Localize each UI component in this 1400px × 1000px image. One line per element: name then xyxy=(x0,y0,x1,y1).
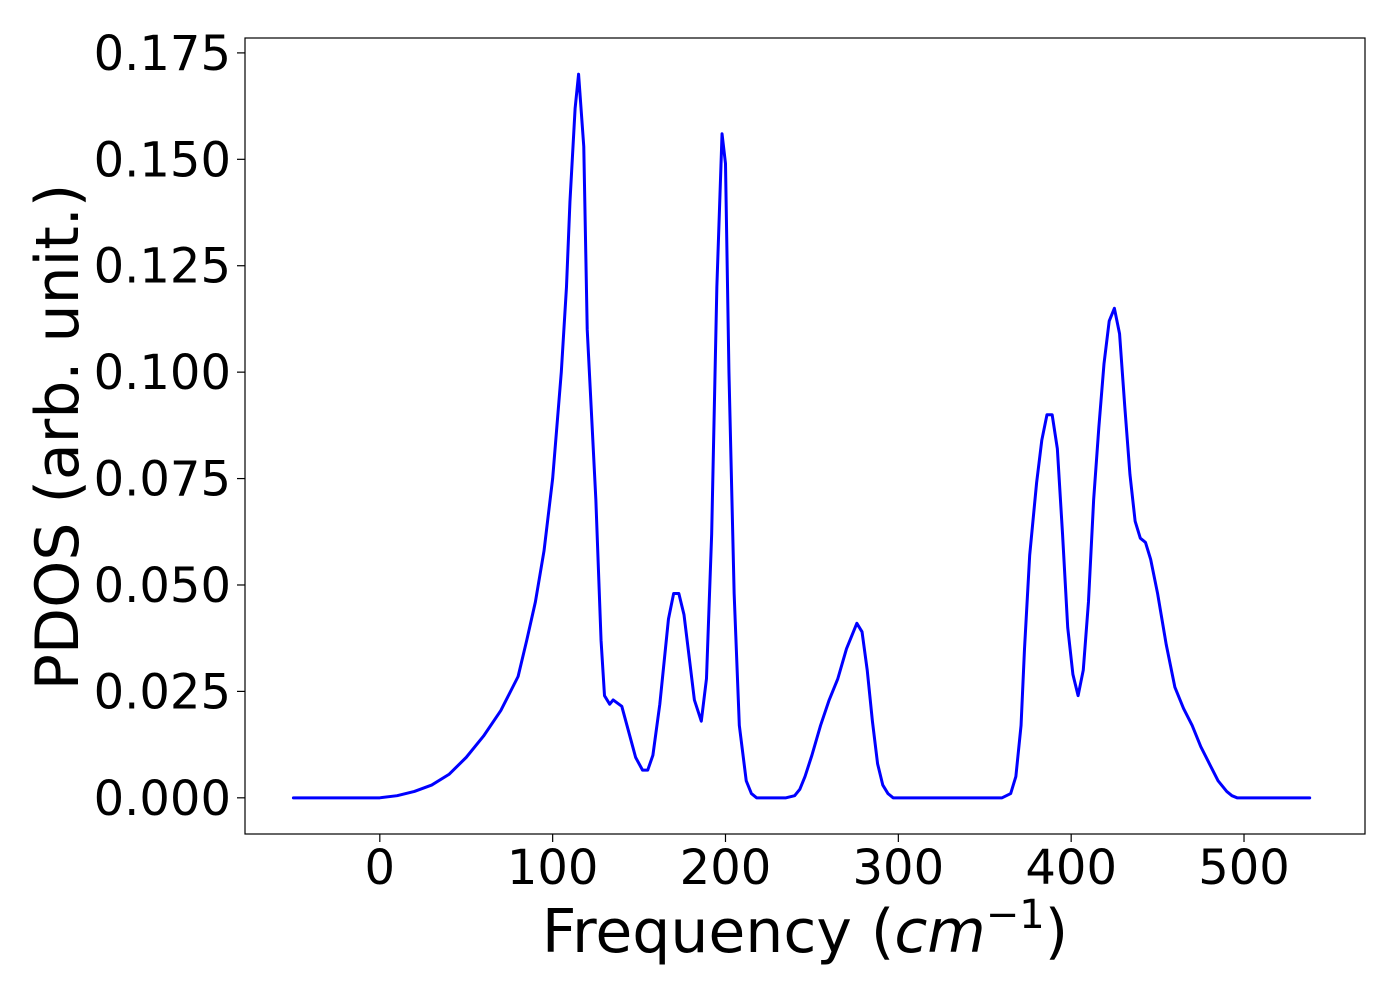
plot-area xyxy=(245,38,1365,834)
y-axis-label: PDOS (arb. unit.) xyxy=(23,184,93,691)
x-tick-label: 400 xyxy=(1025,840,1117,896)
x-axis: 0 100 200 300 400 500 xyxy=(365,834,1290,896)
series-line-0 xyxy=(291,72,1312,800)
y-axis: 0.000 0.025 0.050 0.075 0.100 0.125 0.150 0.175 xyxy=(94,26,245,827)
plot-frame xyxy=(244,37,1366,835)
x-tick-label: 300 xyxy=(853,840,945,896)
x-tick-label: 100 xyxy=(507,840,599,896)
y-tick-label: 0.075 xyxy=(94,452,231,508)
x-tick-label: 0 xyxy=(365,840,396,896)
y-tick-label: 0.150 xyxy=(94,132,231,188)
x-tick-label: 200 xyxy=(680,840,772,896)
y-tick-label: 0.100 xyxy=(94,345,231,401)
y-tick-label: 0.125 xyxy=(94,239,231,295)
y-tick-label: 0.050 xyxy=(94,558,231,614)
y-tick-label: 0.175 xyxy=(94,26,231,82)
series-layer xyxy=(291,72,1312,800)
x-tick-label: 500 xyxy=(1198,840,1290,896)
y-tick-label: 0.000 xyxy=(94,771,231,827)
x-axis-label: Frequency (cm−1) xyxy=(542,892,1068,967)
y-tick-label: 0.025 xyxy=(94,664,231,720)
